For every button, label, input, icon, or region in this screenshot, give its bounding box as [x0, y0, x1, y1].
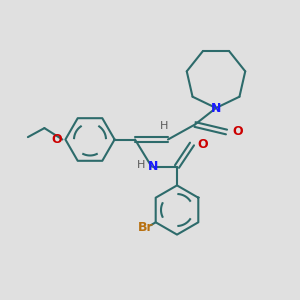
Text: O: O — [232, 125, 242, 138]
Text: O: O — [52, 133, 62, 146]
Text: H: H — [137, 160, 145, 170]
Text: N: N — [211, 101, 221, 115]
Text: O: O — [197, 137, 208, 151]
Text: N: N — [148, 160, 158, 173]
Text: Br: Br — [137, 221, 153, 234]
Text: H: H — [160, 121, 169, 131]
